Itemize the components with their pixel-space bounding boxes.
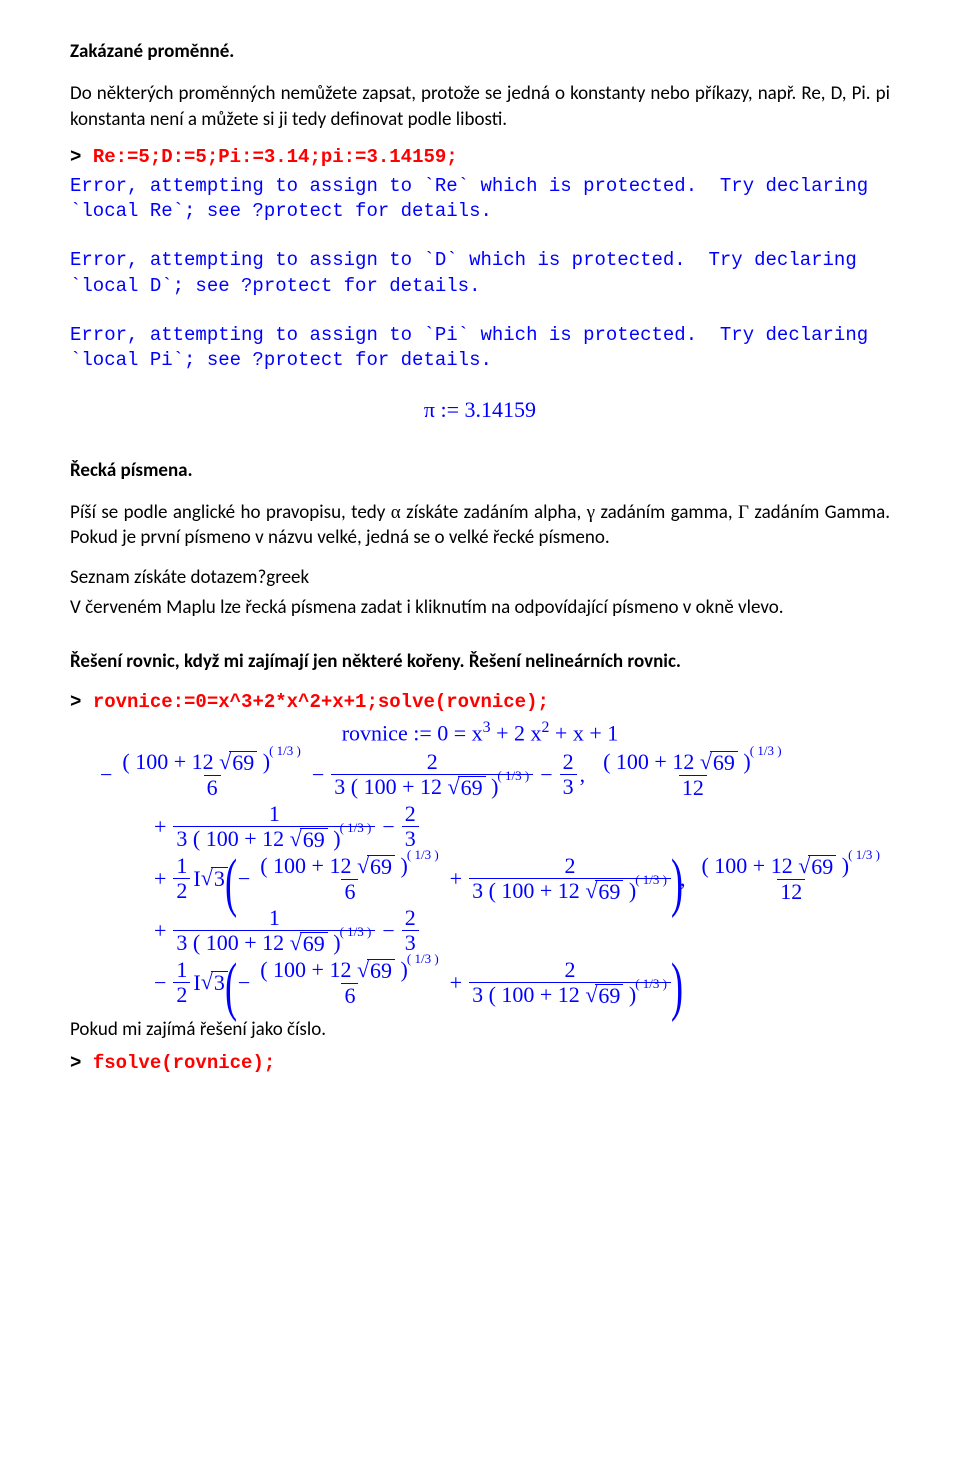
math-row-2: + 1 3 ( 100 + 12 √69 )( 1/3 ) − 2 3 xyxy=(96,803,890,851)
t: ) xyxy=(328,826,341,851)
t: 3 xyxy=(560,774,577,798)
t: 69 xyxy=(458,776,486,799)
t: 69 xyxy=(300,932,328,955)
gamma-glyph: γ xyxy=(587,502,595,523)
para-forbidden-vars: Do některých proměnných nemůžete zapsat,… xyxy=(70,81,890,132)
t: ( 100 + 12 xyxy=(701,853,798,878)
pi-result: π := 3.14159 xyxy=(70,397,890,423)
heading-greek: Řecká písmena. xyxy=(70,459,890,482)
t: ( 1/3 ) xyxy=(269,743,301,758)
text: Píší se podle anglické ho pravopisu, ted… xyxy=(70,501,391,524)
maple-prompt-3: > fsolve(rovnice); xyxy=(70,1052,890,1074)
text: + x + 1 xyxy=(549,721,618,746)
para-numeric-soln: Pokud mi zajímá řešení jako číslo. xyxy=(70,1017,890,1043)
t: ) xyxy=(395,957,408,982)
t: I xyxy=(193,868,200,890)
t: 69 xyxy=(595,984,623,1007)
text: zadáním gamma, xyxy=(595,501,738,524)
t: ) xyxy=(328,930,341,955)
t: 12 xyxy=(679,775,707,799)
t: ( 1/3 ) xyxy=(340,820,372,835)
para-greek-2: Seznam získáte dotazem?greek xyxy=(70,565,890,591)
t: 6 xyxy=(204,775,221,799)
capital-gamma-glyph: Γ xyxy=(738,502,749,523)
prompt-symbol: > xyxy=(70,1052,93,1074)
alpha-glyph: α xyxy=(391,502,401,523)
t: ( 100 + 12 xyxy=(489,982,586,1007)
prompt-code: rovnice:=0=x^3+2*x^2+x+1;solve(rovnice); xyxy=(93,691,549,713)
t: 3 xyxy=(472,878,483,903)
t: ( 100 + 12 xyxy=(260,957,357,982)
t: ( 1/3 ) xyxy=(340,924,372,939)
t: 69 xyxy=(808,855,836,878)
t: ( 100 + 12 xyxy=(489,878,586,903)
t: ( 1/3 ) xyxy=(497,768,529,783)
t: 1 xyxy=(173,855,190,878)
t: ( 100 + 12 xyxy=(603,749,700,774)
maple-prompt-1: > Re:=5;D:=5;Pi:=3.14;pi:=3.14159; xyxy=(70,146,890,168)
t: 3 xyxy=(176,930,187,955)
t: ) xyxy=(738,749,751,774)
t: ( 1/3 ) xyxy=(407,847,439,862)
t: 69 xyxy=(710,751,738,774)
t: ( 1/3 ) xyxy=(635,976,667,991)
math-row-3: + 1 2 I √3 ( − ( 100 + 12 √69 )( 1/3 ) 6… xyxy=(96,855,890,903)
t: 12 xyxy=(777,879,805,903)
t: ( 1/3 ) xyxy=(407,951,439,966)
text: získáte zadáním alpha, xyxy=(401,501,587,524)
t: 3 xyxy=(176,826,187,851)
t: ( 100 + 12 xyxy=(260,853,357,878)
t: 2 xyxy=(424,751,441,774)
t: ( 100 + 12 xyxy=(122,749,219,774)
t: 69 xyxy=(367,959,395,982)
t: 2 xyxy=(402,803,419,826)
error-re: Error, attempting to assign to `Re` whic… xyxy=(70,174,890,224)
t: 69 xyxy=(367,855,395,878)
math-row-5: − 1 2 I √3 ( − ( 100 + 12 √69 )( 1/3 ) 6… xyxy=(96,959,890,1007)
t: 69 xyxy=(229,751,257,774)
text: rovnice xyxy=(342,721,408,746)
t: 3 xyxy=(334,774,345,799)
t: ( 1/3 ) xyxy=(750,743,782,758)
t: ( 100 + 12 xyxy=(193,930,290,955)
t: 6 xyxy=(341,879,358,903)
t: 3 xyxy=(472,982,483,1007)
t: 1 xyxy=(266,803,283,826)
t: ) xyxy=(395,853,408,878)
t: 2 xyxy=(173,982,190,1006)
t: 69 xyxy=(300,828,328,851)
t: ( 1/3 ) xyxy=(848,847,880,862)
t: ( 1/3 ) xyxy=(635,872,667,887)
error-d: Error, attempting to assign to `D` which… xyxy=(70,248,890,298)
prompt-code: Re:=5;D:=5;Pi:=3.14;pi:=3.14159; xyxy=(93,146,458,168)
maple-prompt-2: > rovnice:=0=x^3+2*x^2+x+1;solve(rovnice… xyxy=(70,691,890,713)
t: 2 xyxy=(560,751,577,774)
t: 2 xyxy=(173,878,190,902)
t: ( 100 + 12 xyxy=(193,826,290,851)
t: 2 xyxy=(402,907,419,930)
prompt-symbol: > xyxy=(70,691,93,713)
para-greek-3: V červeném Maplu lze řecká písmena zadat… xyxy=(70,595,890,621)
prompt-code: fsolve(rovnice); xyxy=(93,1052,275,1074)
math-row-4: + 1 3 ( 100 + 12 √69 )( 1/3 ) − 2 3 xyxy=(96,907,890,955)
solve-output: − ( 100 + 12 √69 )( 1/3 ) 6 − 2 3 ( 100 … xyxy=(70,751,890,1007)
text: + 2 x xyxy=(491,721,542,746)
error-pi: Error, attempting to assign to `Pi` whic… xyxy=(70,323,890,373)
t: 2 xyxy=(562,855,579,878)
t: ( 100 + 12 xyxy=(351,774,448,799)
t: 2 xyxy=(562,959,579,982)
text: := xyxy=(408,721,438,746)
math-row-1: − ( 100 + 12 √69 )( 1/3 ) 6 − 2 3 ( 100 … xyxy=(96,751,890,799)
t: 1 xyxy=(266,907,283,930)
text: 0 = x xyxy=(437,721,482,746)
t: 6 xyxy=(341,983,358,1007)
heading-solve: Řešení rovnic, když mi zajímají jen někt… xyxy=(70,650,890,673)
heading-forbidden-vars: Zakázané proměnné. xyxy=(70,40,890,63)
t: I xyxy=(193,972,200,994)
t: 1 xyxy=(173,959,190,982)
t: 69 xyxy=(595,880,623,903)
para-greek-1: Píší se podle anglické ho pravopisu, ted… xyxy=(70,500,890,551)
prompt-symbol: > xyxy=(70,146,93,168)
